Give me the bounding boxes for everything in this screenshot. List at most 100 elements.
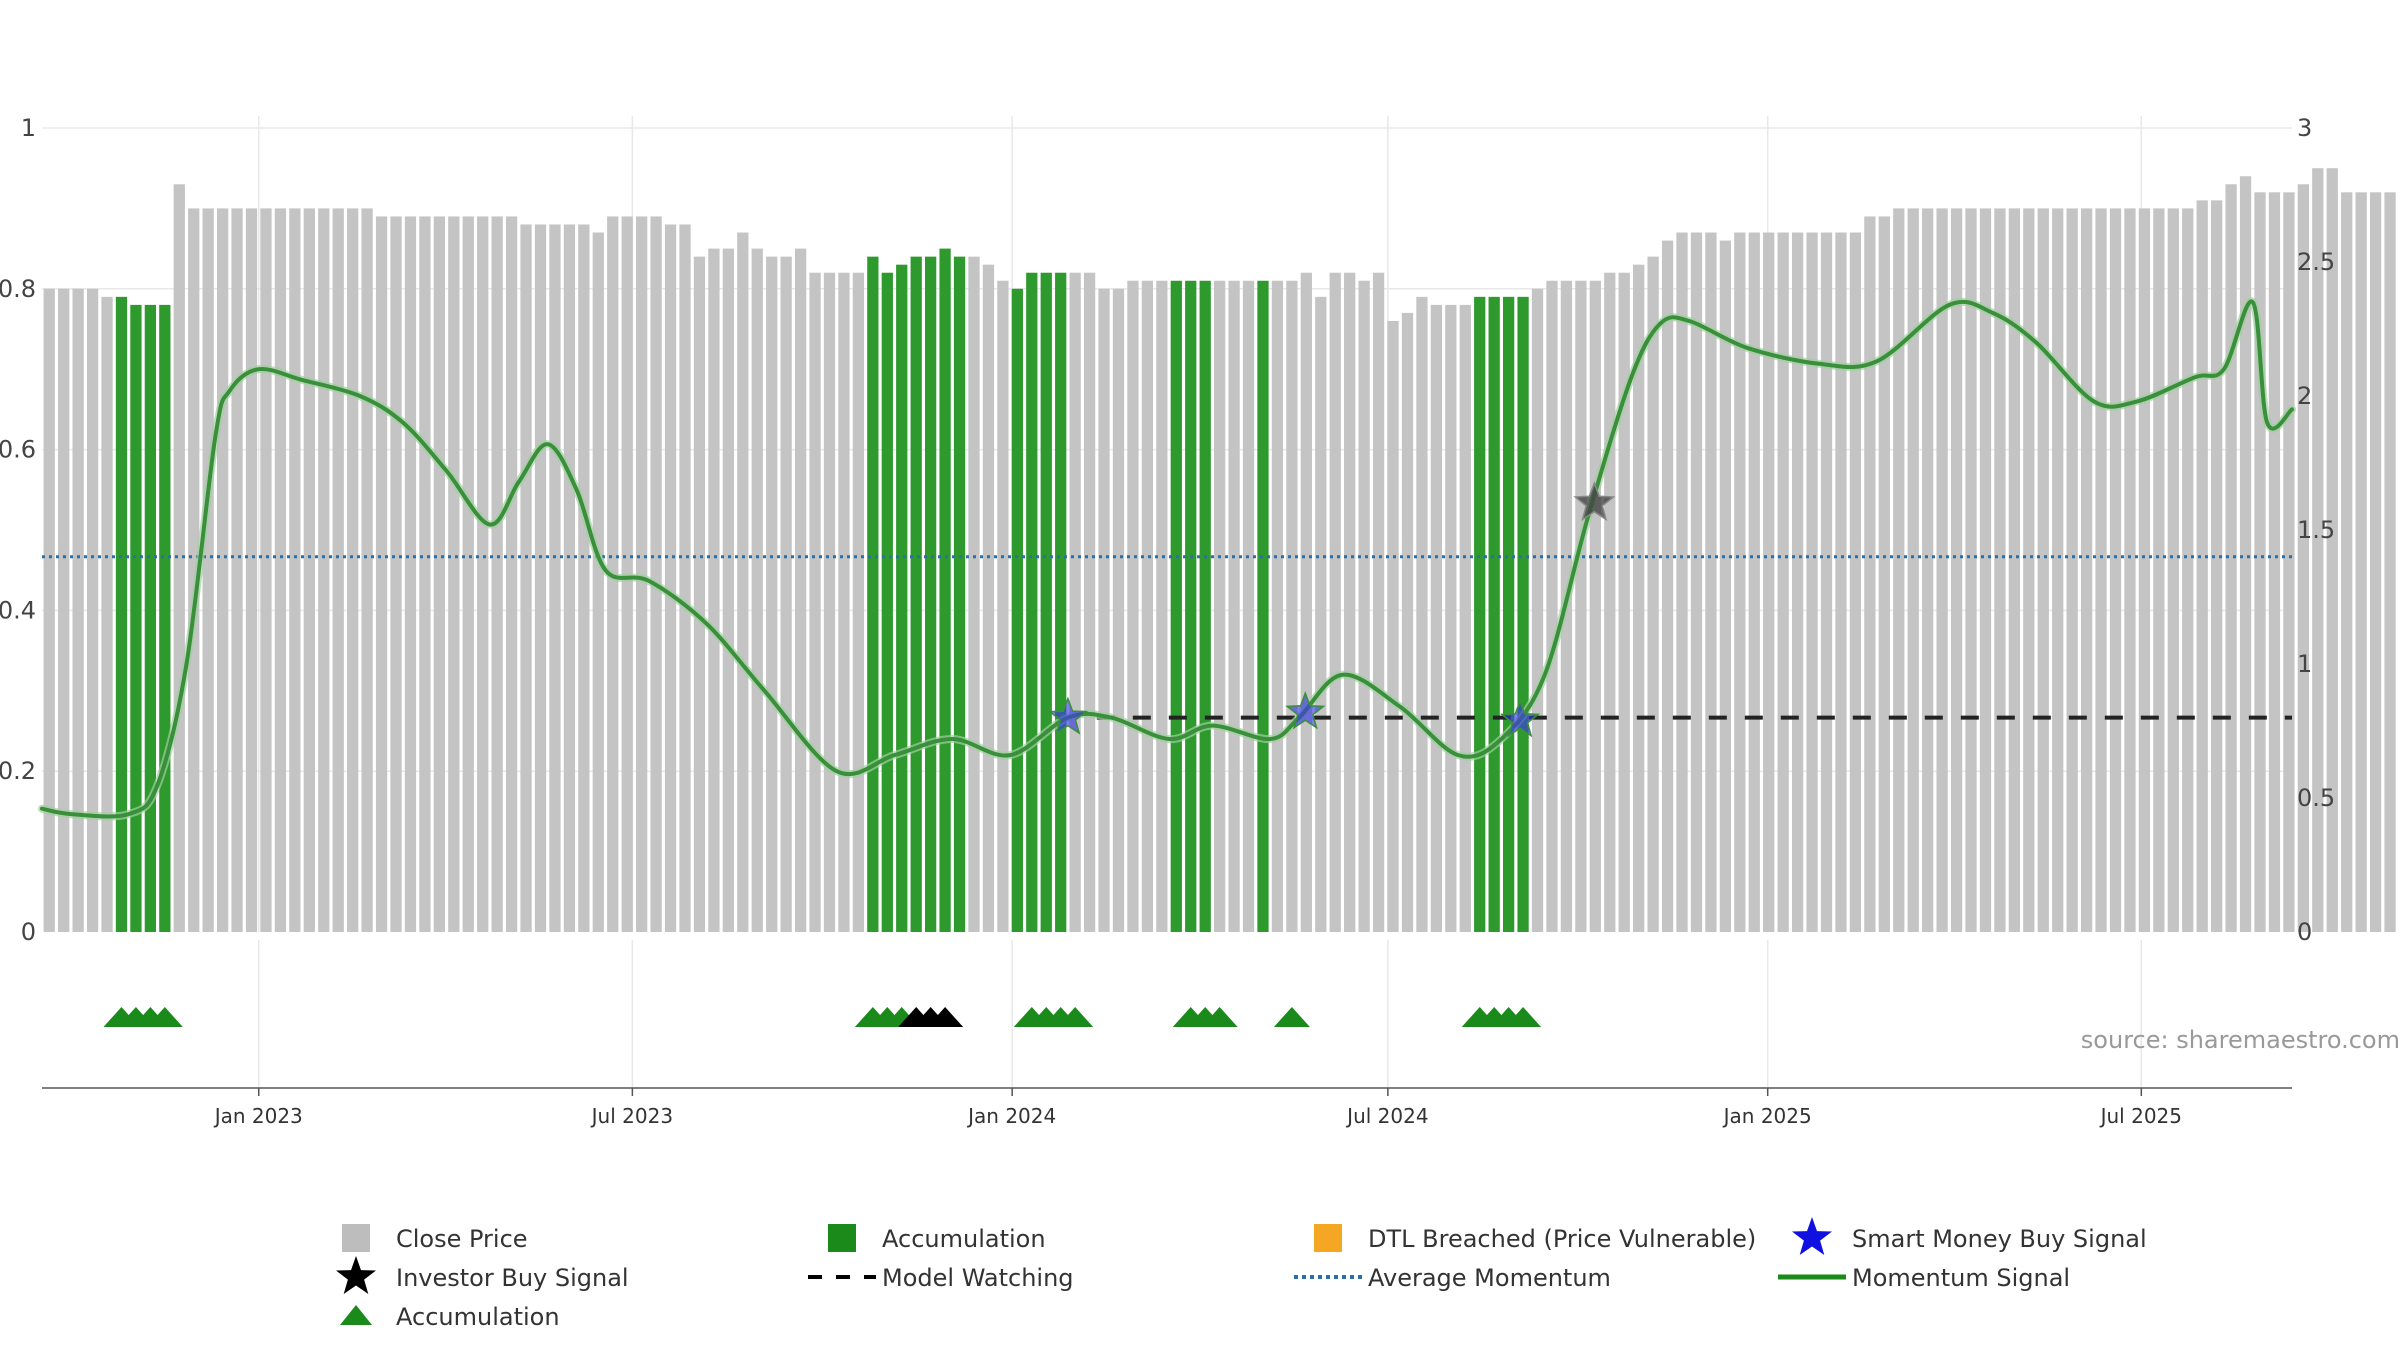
close-price-bar bbox=[1589, 280, 1601, 932]
close-price-bar bbox=[202, 208, 214, 932]
right-tick-label: 3 bbox=[2297, 114, 2312, 142]
legend-item: Accumulation bbox=[340, 1303, 560, 1331]
legend-item: Accumulation bbox=[828, 1224, 1046, 1253]
close-price-bar bbox=[592, 232, 604, 932]
close-price-bar bbox=[58, 288, 70, 932]
close-price-bar bbox=[274, 208, 287, 932]
close-price-bar bbox=[2283, 192, 2295, 932]
x-tick-label: Jul 2025 bbox=[2099, 1104, 2182, 1128]
close-price-bar bbox=[1676, 232, 1688, 932]
accumulation-triangle bbox=[1201, 1007, 1238, 1027]
close-price-bar bbox=[2341, 192, 2353, 932]
accumulation-bar bbox=[1170, 280, 1182, 932]
close-price-bar bbox=[1112, 288, 1125, 932]
accumulation-bar bbox=[1474, 296, 1486, 933]
close-price-bar bbox=[1445, 304, 1457, 932]
close-price-bar bbox=[2239, 176, 2252, 933]
accumulation-bar bbox=[1026, 272, 1038, 933]
close-price-bar bbox=[1763, 232, 1775, 932]
close-price-bar bbox=[766, 256, 778, 932]
left-tick-label: 0.8 bbox=[0, 275, 36, 303]
close-price-bar bbox=[2124, 208, 2136, 932]
right-tick-label: 1 bbox=[2297, 650, 2312, 678]
x-tick-label: Jan 2024 bbox=[966, 1104, 1056, 1128]
legend-swatch bbox=[828, 1224, 856, 1252]
close-price-bar bbox=[2355, 192, 2367, 932]
close-price-bar bbox=[1329, 272, 1341, 933]
close-price-bar bbox=[347, 208, 359, 932]
close-price-bar bbox=[2254, 192, 2266, 932]
smart-money-star bbox=[1285, 691, 1326, 730]
close-price-bar bbox=[2225, 184, 2237, 932]
x-tick-label: Jul 2024 bbox=[1345, 1104, 1428, 1128]
close-price-bar bbox=[708, 248, 720, 933]
legend-star bbox=[1792, 1217, 1832, 1255]
legend-label: Accumulation bbox=[396, 1303, 560, 1331]
accumulation-bar bbox=[953, 256, 966, 932]
close-price-bar bbox=[1777, 232, 1789, 932]
close-price-bar bbox=[693, 256, 706, 932]
accumulation-triangle bbox=[1273, 1007, 1310, 1027]
close-price-bar bbox=[1647, 256, 1659, 932]
left-tick-label: 0 bbox=[21, 918, 36, 946]
close-price-bar bbox=[1820, 232, 1833, 932]
legend-swatch bbox=[1314, 1224, 1342, 1252]
close-price-bar bbox=[2369, 192, 2382, 932]
close-price-bar bbox=[2008, 208, 2020, 932]
close-price-bar bbox=[534, 224, 547, 933]
close-price-bar bbox=[737, 232, 749, 932]
close-price-bar bbox=[1315, 296, 1327, 933]
close-price-bar bbox=[1878, 216, 1890, 932]
signal-markers bbox=[103, 481, 1616, 1027]
close-price-bar bbox=[72, 288, 84, 932]
accumulation-bar bbox=[1199, 280, 1211, 932]
close-price-bar bbox=[2312, 168, 2324, 932]
close-price-bar bbox=[2066, 208, 2078, 932]
close-price-bar bbox=[2196, 200, 2208, 933]
close-price-bar bbox=[1604, 272, 1616, 933]
left-tick-label: 0.6 bbox=[0, 436, 36, 464]
close-price-bar bbox=[2153, 208, 2165, 932]
accumulation-bar bbox=[1011, 288, 1023, 932]
close-price-bar bbox=[1705, 232, 1717, 932]
accumulation-bar bbox=[130, 304, 142, 932]
close-price-bar bbox=[563, 224, 576, 933]
close-price-bar bbox=[1907, 208, 1919, 932]
close-price-bar bbox=[1300, 272, 1312, 933]
legend-label: Accumulation bbox=[882, 1225, 1046, 1253]
close-price-bar bbox=[1401, 312, 1414, 932]
close-price-bar bbox=[1922, 208, 1934, 932]
close-price-bar bbox=[1719, 240, 1732, 932]
x-tick-label: Jan 2023 bbox=[213, 1104, 303, 1128]
close-price-bar bbox=[751, 248, 763, 933]
right-tick-label: 0 bbox=[2297, 918, 2312, 946]
close-price-bar bbox=[1214, 280, 1226, 932]
close-price-bar bbox=[1734, 232, 1746, 932]
close-price-bar bbox=[794, 248, 807, 933]
close-price-bar bbox=[1633, 264, 1645, 932]
close-price-bar bbox=[780, 256, 792, 932]
close-price-bar bbox=[289, 208, 301, 932]
close-price-bar bbox=[1358, 280, 1370, 932]
close-price-bar bbox=[1806, 232, 1818, 932]
close-price-bar bbox=[1459, 304, 1471, 932]
legend-label: Momentum Signal bbox=[1852, 1264, 2070, 1292]
close-price-bar bbox=[188, 208, 200, 932]
accumulation-bar bbox=[1055, 272, 1067, 933]
close-price-bar bbox=[1372, 272, 1385, 933]
axes: Jan 2023 Jul 2023 Jan 2024 Jul 2024 Jan 2025… bbox=[0, 114, 2335, 1128]
close-price-bar bbox=[809, 272, 821, 933]
close-price-bar bbox=[2297, 184, 2309, 932]
close-price-bar bbox=[433, 216, 445, 932]
close-price-bar bbox=[2080, 208, 2093, 932]
close-price-bar bbox=[491, 216, 503, 932]
indicator-lines bbox=[38, 297, 2296, 821]
close-price-bar bbox=[2138, 208, 2151, 932]
right-tick-label: 2 bbox=[2297, 382, 2312, 410]
right-tick-label: 1.5 bbox=[2297, 516, 2335, 544]
close-price-bar bbox=[1242, 280, 1255, 932]
legend: Close Price Accumulation DTL Breached (Pri… bbox=[336, 1217, 2147, 1331]
close-price-bar bbox=[1936, 208, 1948, 932]
legend-star bbox=[336, 1256, 376, 1294]
source-label: source: sharemaestro.com bbox=[2081, 1026, 2400, 1054]
